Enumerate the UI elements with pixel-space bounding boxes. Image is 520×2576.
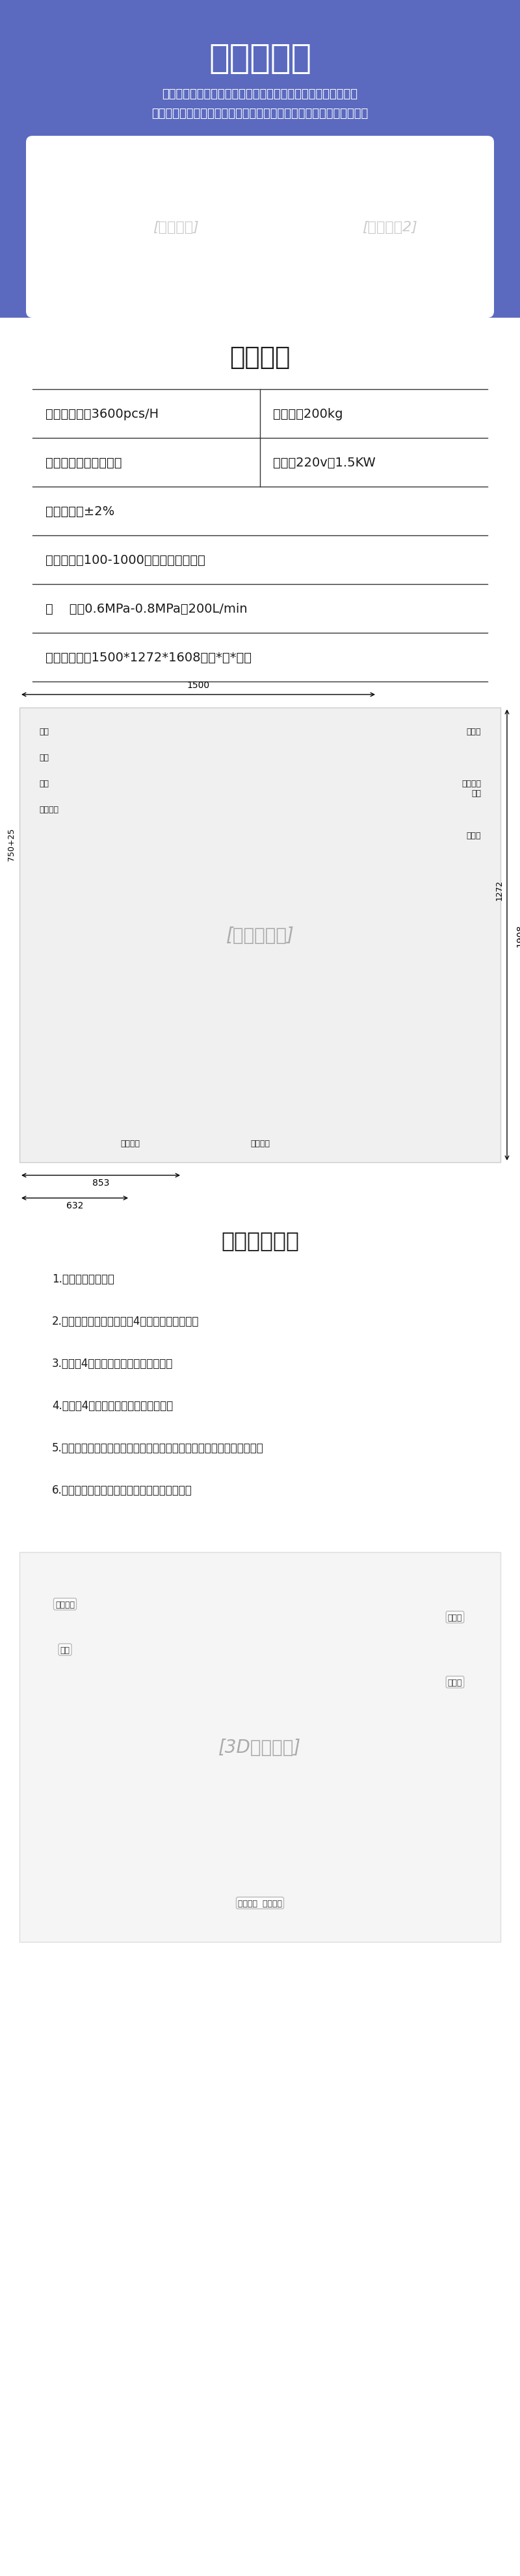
Text: 适用于生物试剂、免疫分子试剂、临床生化试剂等多规格试剂管
的开盖、合盖。针对诊断试剂检测机构、医院的需求研发的专用仪器。: 适用于生物试剂、免疫分子试剂、临床生化试剂等多规格试剂管 的开盖、合盖。针对诊断… xyxy=(152,88,368,118)
Text: [试管图片2]: [试管图片2] xyxy=(362,222,418,234)
Text: 853: 853 xyxy=(92,1177,109,1188)
Text: 自动生产流程: 自动生产流程 xyxy=(221,1229,299,1252)
Text: 气    源：0.6MPa-0.8MPa，200L/min: 气 源：0.6MPa-0.8MPa，200L/min xyxy=(46,603,248,616)
Text: 铝箔盒: 铝箔盒 xyxy=(448,1677,462,1687)
Text: 外形尺寸：约1500*1272*1608（长*宽*高）: 外形尺寸：约1500*1272*1608（长*宽*高） xyxy=(46,652,252,665)
Text: 适用范围广: 适用范围广 xyxy=(209,41,311,75)
Text: 6.出瓶：气动机械手夹取瓶子送到到积料出瓶。: 6.出瓶：气动机械手夹取瓶子送到到积料出瓶。 xyxy=(52,1484,192,1497)
FancyBboxPatch shape xyxy=(26,137,494,319)
Text: 理瓶振盘: 理瓶振盘 xyxy=(39,806,58,814)
Text: [机器示意图]: [机器示意图] xyxy=(226,927,294,945)
Text: 理瓶振盘: 理瓶振盘 xyxy=(55,1600,75,1607)
Text: 出瓶: 出瓶 xyxy=(39,726,49,737)
Text: [3D机器图片]: [3D机器图片] xyxy=(218,1739,302,1757)
Text: 1272: 1272 xyxy=(495,878,504,899)
Text: 1908: 1908 xyxy=(515,925,520,948)
Text: 产品参数: 产品参数 xyxy=(230,345,290,368)
Text: 2.放瓶：气动机械手自动从4个瓶子放到到模具，: 2.放瓶：气动机械手自动从4个瓶子放到到模具， xyxy=(52,1316,199,1327)
Text: 5.封口：自动切铝箔，模具冲裁铝箔片；自动取放瓶机构，自动封口仪。: 5.封口：自动切铝箔，模具冲裁铝箔片；自动取放瓶机构，自动封口仪。 xyxy=(52,1443,264,1453)
Text: 灌装方式：柱塞泵灌装: 灌装方式：柱塞泵灌装 xyxy=(46,456,122,469)
Text: 灌装容量：100-1000微升（容量可调）: 灌装容量：100-1000微升（容量可调） xyxy=(46,554,205,567)
Text: [试管图片]: [试管图片] xyxy=(152,222,199,234)
Text: 4.灌装：4孔灌装头自动灌装升降拾取。: 4.灌装：4孔灌装头自动灌装升降拾取。 xyxy=(52,1399,173,1412)
Text: 1500: 1500 xyxy=(187,680,210,690)
Text: 灌装泵: 灌装泵 xyxy=(466,726,481,737)
Text: 贴标封口: 贴标封口 xyxy=(250,1139,270,1146)
Text: 冲裁铝箔: 冲裁铝箔 xyxy=(120,1139,140,1146)
Text: 重量：约200kg: 重量：约200kg xyxy=(273,407,343,420)
Text: 铝箔盒: 铝箔盒 xyxy=(466,832,481,840)
FancyBboxPatch shape xyxy=(0,0,520,319)
Text: 灌装泵: 灌装泵 xyxy=(448,1613,462,1620)
Text: 632: 632 xyxy=(66,1200,83,1211)
Text: 1.理瓶：振盘理瓶。: 1.理瓶：振盘理瓶。 xyxy=(52,1273,114,1285)
Bar xyxy=(20,1553,500,1942)
Text: 750+25: 750+25 xyxy=(7,827,16,860)
Text: 电源：220v，1.5KW: 电源：220v，1.5KW xyxy=(273,456,375,469)
Text: 放瓶: 放瓶 xyxy=(39,781,49,788)
Text: 产品产能：约3600pcs/H: 产品产能：约3600pcs/H xyxy=(46,407,159,420)
Text: 冲裁铝箔  贴标封口: 冲裁铝箔 贴标封口 xyxy=(238,1899,282,1906)
Text: 灌装精度：±2%: 灌装精度：±2% xyxy=(46,505,114,518)
Text: 拾取料模
灌装: 拾取料模 灌装 xyxy=(462,781,481,799)
Text: 取料: 取料 xyxy=(39,752,49,762)
Text: 放瓶: 放瓶 xyxy=(60,1646,70,1654)
Text: 3.送瓶：4孔灌装头自动送到一排工作。: 3.送瓶：4孔灌装头自动送到一排工作。 xyxy=(52,1358,173,1370)
Bar xyxy=(20,708,500,1162)
